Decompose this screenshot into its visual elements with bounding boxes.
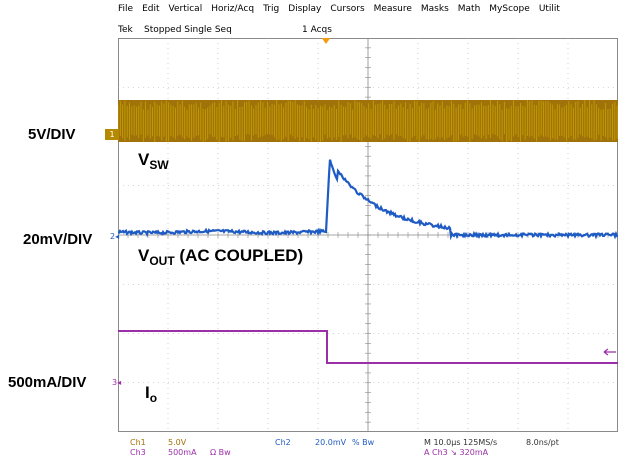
io-label-sub: o — [149, 391, 158, 405]
vsw-label-main: V — [138, 150, 150, 169]
menu-measure[interactable]: Measure — [373, 4, 412, 14]
ch2-readout-scale: 20.0mV — [315, 438, 347, 447]
menu-utilities[interactable]: Utilit — [538, 4, 560, 14]
ch1-marker-icon[interactable]: 1 — [105, 129, 119, 140]
vout-label-sub: OUT — [149, 254, 175, 268]
acquisition-state: Stopped Single Seq — [144, 25, 232, 35]
menu-file[interactable]: File — [118, 4, 134, 14]
ch3-waveform-io — [118, 330, 618, 364]
ch2-marker-icon[interactable]: 2◂ — [110, 232, 120, 241]
vout-label-main: V — [138, 246, 150, 265]
vsw-label: VSW — [138, 150, 169, 172]
waveform-svg — [118, 38, 618, 432]
menu-math[interactable]: Math — [457, 4, 481, 14]
menu-vertical[interactable]: Vertical — [168, 4, 203, 14]
waveform-display[interactable] — [118, 38, 618, 432]
ch2-readout-flags: % Bw — [352, 438, 375, 447]
io-label: Io — [145, 383, 157, 405]
menu-bar: File Edit Vertical Horiz/Acq Trig Display Curs… — [118, 4, 624, 18]
io-label-main: I — [145, 383, 150, 402]
ch3-readout-flags: Ω Bw — [210, 448, 231, 457]
ch3-marker-number: 3 — [112, 378, 118, 387]
ch3-readout-scale: 500mA — [168, 448, 197, 457]
ch1-scale-label: 5V/DIV — [28, 126, 76, 143]
menu-display[interactable]: Display — [288, 4, 322, 14]
vout-label-suffix: (AC COUPLED) — [174, 246, 304, 265]
acquisition-count: 1 Acqs — [302, 25, 332, 35]
resolution-readout: 8.0ns/pt — [526, 438, 559, 447]
menu-trig[interactable]: Trig — [263, 4, 280, 14]
timebase-readout: M 10.0µs 125MS/s — [424, 438, 498, 447]
vout-label: VOUT (AC COUPLED) — [138, 246, 303, 268]
status-line: Tek Stopped Single Seq 1 Acqs — [118, 25, 624, 37]
brand-label: Tek — [118, 25, 133, 35]
vsw-label-sub: SW — [149, 158, 169, 172]
trigger-position-icon — [321, 38, 331, 44]
ch2-waveform-vout — [118, 159, 618, 241]
ch1-readout-name: Ch1 — [130, 438, 146, 447]
ch1-waveform-vsw — [118, 100, 618, 142]
menu-myscope[interactable]: MyScope — [489, 4, 530, 14]
menu-edit[interactable]: Edit — [142, 4, 160, 14]
ch2-readout-name: Ch2 — [275, 438, 291, 447]
menu-cursors[interactable]: Cursors — [330, 4, 365, 14]
ch3-readout-name: Ch3 — [130, 448, 146, 457]
menu-masks[interactable]: Masks — [420, 4, 449, 14]
trigger-readout: A Ch3 ↘ 320mA — [424, 448, 489, 457]
ch1-readout-scale: 5.0V — [168, 438, 187, 447]
ch3-scale-label: 500mA/DIV — [8, 374, 87, 391]
channel-readout: Ch1 5.0V Ch3 500mA Ω Bw Ch2 20.0mV % Bw … — [130, 438, 620, 464]
ch2-marker-number: 2 — [110, 232, 116, 241]
menu-horiz-acq[interactable]: Horiz/Acq — [211, 4, 255, 14]
ch3-marker-icon[interactable]: 3◂ — [112, 378, 122, 387]
ch2-scale-label: 20mV/DIV — [23, 231, 93, 248]
trigger-level-arrow-icon — [603, 348, 616, 356]
